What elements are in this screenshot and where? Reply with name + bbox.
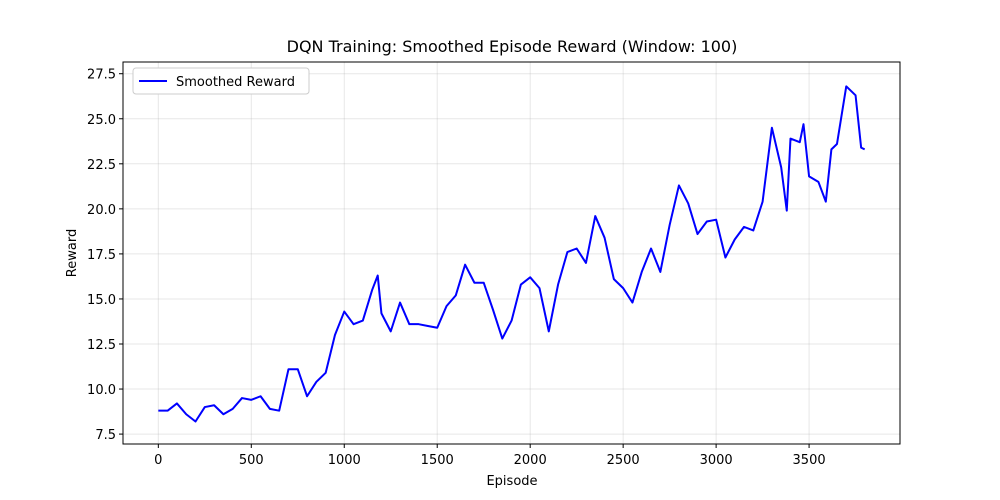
- y-axis-label: Reward: [65, 229, 80, 277]
- y-tick-label: 25.0: [87, 113, 116, 128]
- x-tick-label: 3500: [793, 453, 826, 468]
- x-tick-label: 2000: [514, 453, 547, 468]
- y-tick-label: 15.0: [87, 293, 116, 308]
- x-tick-label: 500: [239, 453, 264, 468]
- y-tick-label: 27.5: [87, 68, 116, 83]
- x-tick-label: 3000: [700, 453, 733, 468]
- chart-title: DQN Training: Smoothed Episode Reward (W…: [287, 37, 738, 56]
- x-axis-label: Episode: [486, 474, 537, 489]
- y-tick-label: 22.5: [87, 158, 116, 173]
- legend-box: [132, 67, 310, 95]
- x-tick-label: 0: [154, 453, 162, 468]
- plot-frame: [122, 61, 901, 445]
- x-tick-label: 1500: [421, 453, 454, 468]
- x-tick-label: 1000: [328, 453, 361, 468]
- legend-label: Smoothed Reward: [176, 75, 295, 90]
- y-tick-label: 20.0: [87, 203, 116, 218]
- y-tick-label: 7.5: [95, 428, 116, 443]
- y-tick-label: 10.0: [87, 383, 116, 398]
- y-tick-label: 17.5: [87, 248, 116, 263]
- y-tick-label: 12.5: [87, 338, 116, 353]
- data-line: [158, 85, 866, 423]
- x-tick-label: 2500: [607, 453, 640, 468]
